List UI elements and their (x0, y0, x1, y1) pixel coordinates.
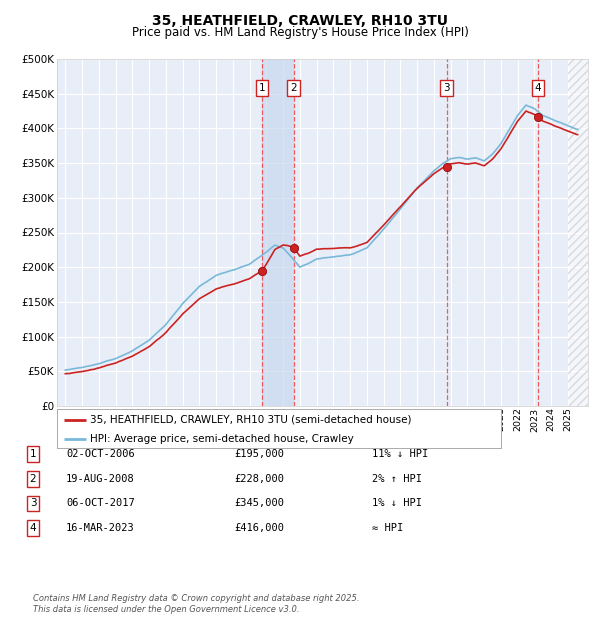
Text: 1% ↓ HPI: 1% ↓ HPI (372, 498, 422, 508)
Text: 2: 2 (29, 474, 37, 484)
Text: 2: 2 (290, 83, 297, 93)
Text: Price paid vs. HM Land Registry's House Price Index (HPI): Price paid vs. HM Land Registry's House … (131, 26, 469, 38)
Text: £228,000: £228,000 (234, 474, 284, 484)
Text: 11% ↓ HPI: 11% ↓ HPI (372, 449, 428, 459)
Text: ≈ HPI: ≈ HPI (372, 523, 403, 533)
Text: 3: 3 (443, 83, 450, 93)
Text: 16-MAR-2023: 16-MAR-2023 (66, 523, 135, 533)
Text: 2% ↑ HPI: 2% ↑ HPI (372, 474, 422, 484)
Bar (262, 59, 293, 406)
Text: 06-OCT-2017: 06-OCT-2017 (66, 498, 135, 508)
Text: 1: 1 (29, 449, 37, 459)
Text: 4: 4 (535, 83, 541, 93)
Text: Contains HM Land Registry data © Crown copyright and database right 2025.
This d: Contains HM Land Registry data © Crown c… (33, 595, 359, 614)
Text: 4: 4 (29, 523, 37, 533)
Bar (568, 59, 593, 406)
Text: 35, HEATHFIELD, CRAWLEY, RH10 3TU (semi-detached house): 35, HEATHFIELD, CRAWLEY, RH10 3TU (semi-… (90, 415, 412, 425)
Text: 3: 3 (29, 498, 37, 508)
Text: 1: 1 (259, 83, 266, 93)
Text: 02-OCT-2006: 02-OCT-2006 (66, 449, 135, 459)
Text: 19-AUG-2008: 19-AUG-2008 (66, 474, 135, 484)
Text: £416,000: £416,000 (234, 523, 284, 533)
Text: 35, HEATHFIELD, CRAWLEY, RH10 3TU: 35, HEATHFIELD, CRAWLEY, RH10 3TU (152, 14, 448, 28)
Text: £195,000: £195,000 (234, 449, 284, 459)
Text: £345,000: £345,000 (234, 498, 284, 508)
Text: HPI: Average price, semi-detached house, Crawley: HPI: Average price, semi-detached house,… (90, 434, 354, 444)
